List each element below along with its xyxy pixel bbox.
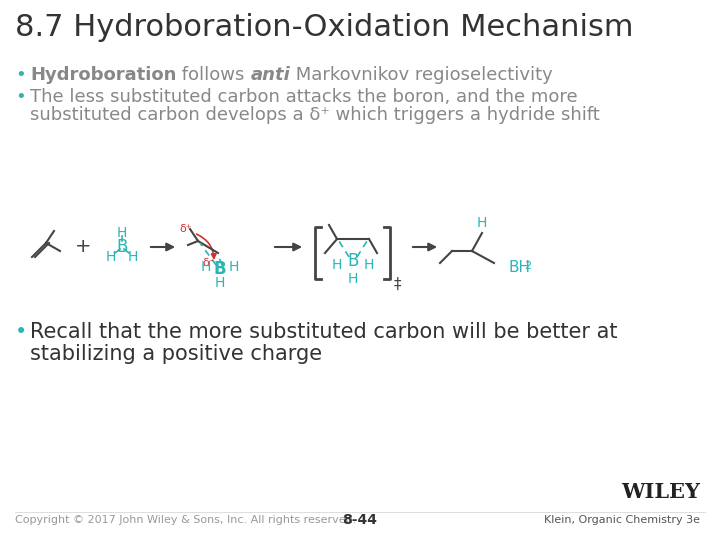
Text: 8.7 Hydroboration-Oxidation Mechanism: 8.7 Hydroboration-Oxidation Mechanism bbox=[15, 13, 634, 42]
Text: H: H bbox=[332, 258, 342, 272]
Text: follows: follows bbox=[176, 66, 251, 84]
Text: substituted carbon develops a δ⁺ which triggers a hydride shift: substituted carbon develops a δ⁺ which t… bbox=[30, 106, 600, 124]
Text: H: H bbox=[229, 260, 239, 274]
Text: Klein, Organic Chemistry 3e: Klein, Organic Chemistry 3e bbox=[544, 515, 700, 525]
Text: Markovnikov regioselectivity: Markovnikov regioselectivity bbox=[290, 66, 553, 84]
Text: Recall that the more substituted carbon will be better at: Recall that the more substituted carbon … bbox=[30, 322, 618, 342]
Text: H: H bbox=[364, 258, 374, 272]
Text: •: • bbox=[15, 88, 26, 106]
Text: +: + bbox=[75, 238, 91, 256]
Text: 8-44: 8-44 bbox=[343, 513, 377, 527]
Text: stabilizing a positive charge: stabilizing a positive charge bbox=[30, 344, 322, 364]
Text: The less substituted carbon attacks the boron, and the more: The less substituted carbon attacks the … bbox=[30, 88, 577, 106]
Text: •: • bbox=[15, 66, 26, 84]
Text: BH: BH bbox=[508, 260, 530, 274]
Text: anti: anti bbox=[251, 66, 290, 84]
Text: H: H bbox=[215, 276, 225, 290]
Text: •: • bbox=[15, 322, 27, 342]
Text: ‡: ‡ bbox=[394, 277, 402, 292]
Text: WILEY: WILEY bbox=[621, 482, 700, 502]
Text: B: B bbox=[347, 252, 359, 270]
FancyArrowPatch shape bbox=[197, 234, 216, 258]
Text: B: B bbox=[117, 238, 127, 256]
Text: δ⁺: δ⁺ bbox=[180, 224, 192, 234]
Text: H: H bbox=[201, 260, 211, 274]
Text: Copyright © 2017 John Wiley & Sons, Inc. All rights reserved.: Copyright © 2017 John Wiley & Sons, Inc.… bbox=[15, 515, 356, 525]
Text: H: H bbox=[128, 250, 138, 264]
Text: H: H bbox=[117, 226, 127, 240]
Text: B: B bbox=[214, 260, 226, 278]
Text: Hydroboration: Hydroboration bbox=[30, 66, 176, 84]
Text: H: H bbox=[477, 216, 487, 230]
Text: H: H bbox=[106, 250, 116, 264]
Text: H: H bbox=[348, 272, 358, 286]
Text: 2: 2 bbox=[524, 261, 531, 271]
Text: δ⁻: δ⁻ bbox=[203, 258, 215, 268]
